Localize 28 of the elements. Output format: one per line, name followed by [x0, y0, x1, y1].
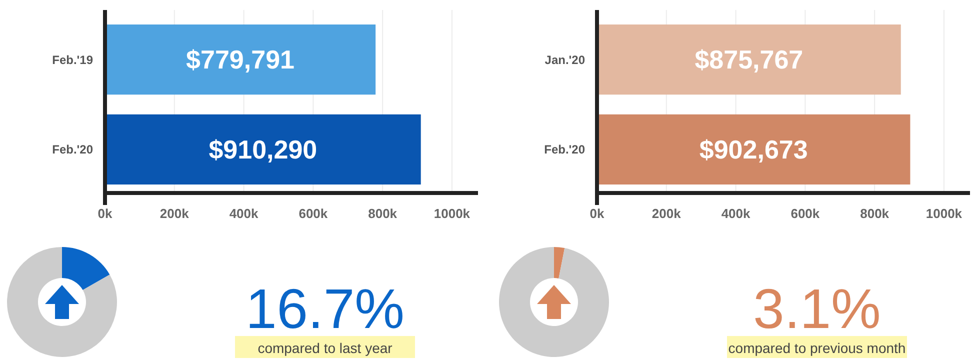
- text: 3.1%: [753, 277, 881, 340]
- text: compared to last year: [258, 340, 393, 356]
- y-tick-label: Feb.'19: [52, 52, 94, 67]
- x-tick-label: 0k: [98, 206, 113, 221]
- text: 16.7%: [246, 277, 404, 340]
- y-tick-label: Jan.'20: [544, 52, 586, 67]
- data-label: $910,290: [208, 134, 318, 165]
- donut-slice: [499, 247, 609, 357]
- x-tick-label: 800k: [860, 206, 890, 221]
- donut-slice: [62, 247, 110, 290]
- x-tick-label: 400k: [721, 206, 752, 221]
- data-label: $779,791: [186, 44, 295, 75]
- x-tick-label: 200k: [652, 206, 682, 221]
- data-label: $875,767: [694, 44, 804, 75]
- x-tick-label: 1000k: [434, 206, 471, 221]
- x-tick-label: 200k: [160, 206, 190, 221]
- x-tick-label: 800k: [368, 206, 398, 221]
- donut-slice: [554, 247, 565, 278]
- y-tick-label: Feb.'20: [544, 142, 586, 157]
- donut-slice: [7, 247, 117, 357]
- x-tick-label: 600k: [298, 206, 328, 221]
- data-label: $902,673: [699, 134, 808, 165]
- text: compared to previous month: [728, 340, 906, 356]
- y-tick-label: Feb.'20: [52, 142, 94, 157]
- x-tick-label: 0k: [590, 206, 605, 221]
- x-tick-label: 1000k: [926, 206, 963, 221]
- x-tick-label: 400k: [229, 206, 260, 221]
- x-tick-label: 600k: [790, 206, 820, 221]
